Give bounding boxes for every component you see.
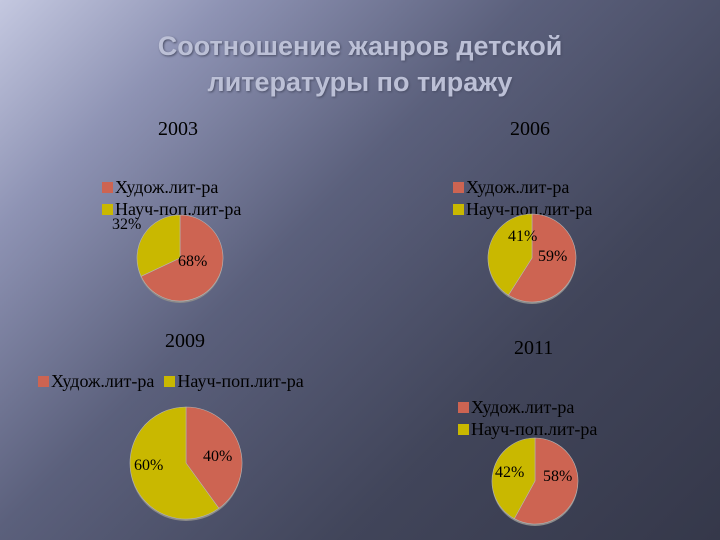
legend-item-fiction: Худож.лит-ра (453, 176, 592, 198)
year-2006: 2006 (510, 118, 550, 140)
slice-science (487, 213, 533, 296)
legend-item-science: Науч-поп.лит-ра (102, 198, 241, 220)
label-2003-science: 32% (112, 216, 142, 233)
legend-2003: Худож.лит-ра Науч-поп.лит-ра (102, 176, 241, 220)
swatch-fiction (453, 181, 464, 193)
pie-2011 (491, 437, 579, 526)
label-2009-fiction: 40% (203, 448, 233, 465)
label-2009-science: 60% (134, 457, 164, 474)
swatch-science (453, 203, 464, 215)
year-2003: 2003 (158, 118, 198, 140)
slice-science (136, 214, 181, 277)
label-2011-fiction: 58% (543, 468, 573, 485)
slice-fiction (513, 437, 579, 525)
title-line-2: литературы по тиражу (207, 67, 513, 97)
swatch-fiction (38, 375, 49, 387)
label-2011-science: 42% (495, 464, 525, 481)
slice-science (129, 406, 220, 520)
page-title: Соотношение жанров детской литературы по… (0, 28, 720, 100)
pie-2009 (129, 406, 243, 521)
pie-2006 (487, 213, 577, 304)
title-line-1: Соотношение жанров детской (157, 31, 563, 61)
swatch-fiction (102, 181, 113, 193)
legend-item-science: Науч-поп.лит-ра (164, 370, 304, 392)
legend-2006: Худож.лит-ра Науч-поп.лит-ра (453, 176, 592, 220)
label-2003-fiction: 68% (178, 253, 208, 270)
slice-science (491, 437, 536, 520)
legend-item-science: Науч-поп.лит-ра (458, 418, 597, 440)
legend-2009: Худож.лит-ра Науч-поп.лит-ра (38, 370, 304, 392)
legend-item-fiction: Худож.лит-ра (458, 396, 597, 418)
legend-item-fiction: Худож.лит-ра (38, 370, 154, 392)
year-2009: 2009 (165, 330, 205, 352)
swatch-science (458, 423, 469, 435)
swatch-fiction (458, 401, 469, 413)
slice-fiction (508, 213, 577, 303)
label-2006-fiction: 59% (538, 248, 568, 265)
label-2006-science: 41% (508, 228, 538, 245)
legend-item-fiction: Худож.лит-ра (102, 176, 241, 198)
legend-item-science: Науч-поп.лит-ра (453, 198, 592, 220)
pie-2003 (136, 214, 224, 303)
year-2011: 2011 (514, 337, 554, 359)
swatch-science (164, 375, 176, 387)
swatch-science (102, 203, 113, 215)
slice-fiction (185, 406, 243, 509)
legend-2011: Худож.лит-ра Науч-поп.лит-ра (458, 396, 597, 440)
slice-fiction (140, 214, 224, 302)
